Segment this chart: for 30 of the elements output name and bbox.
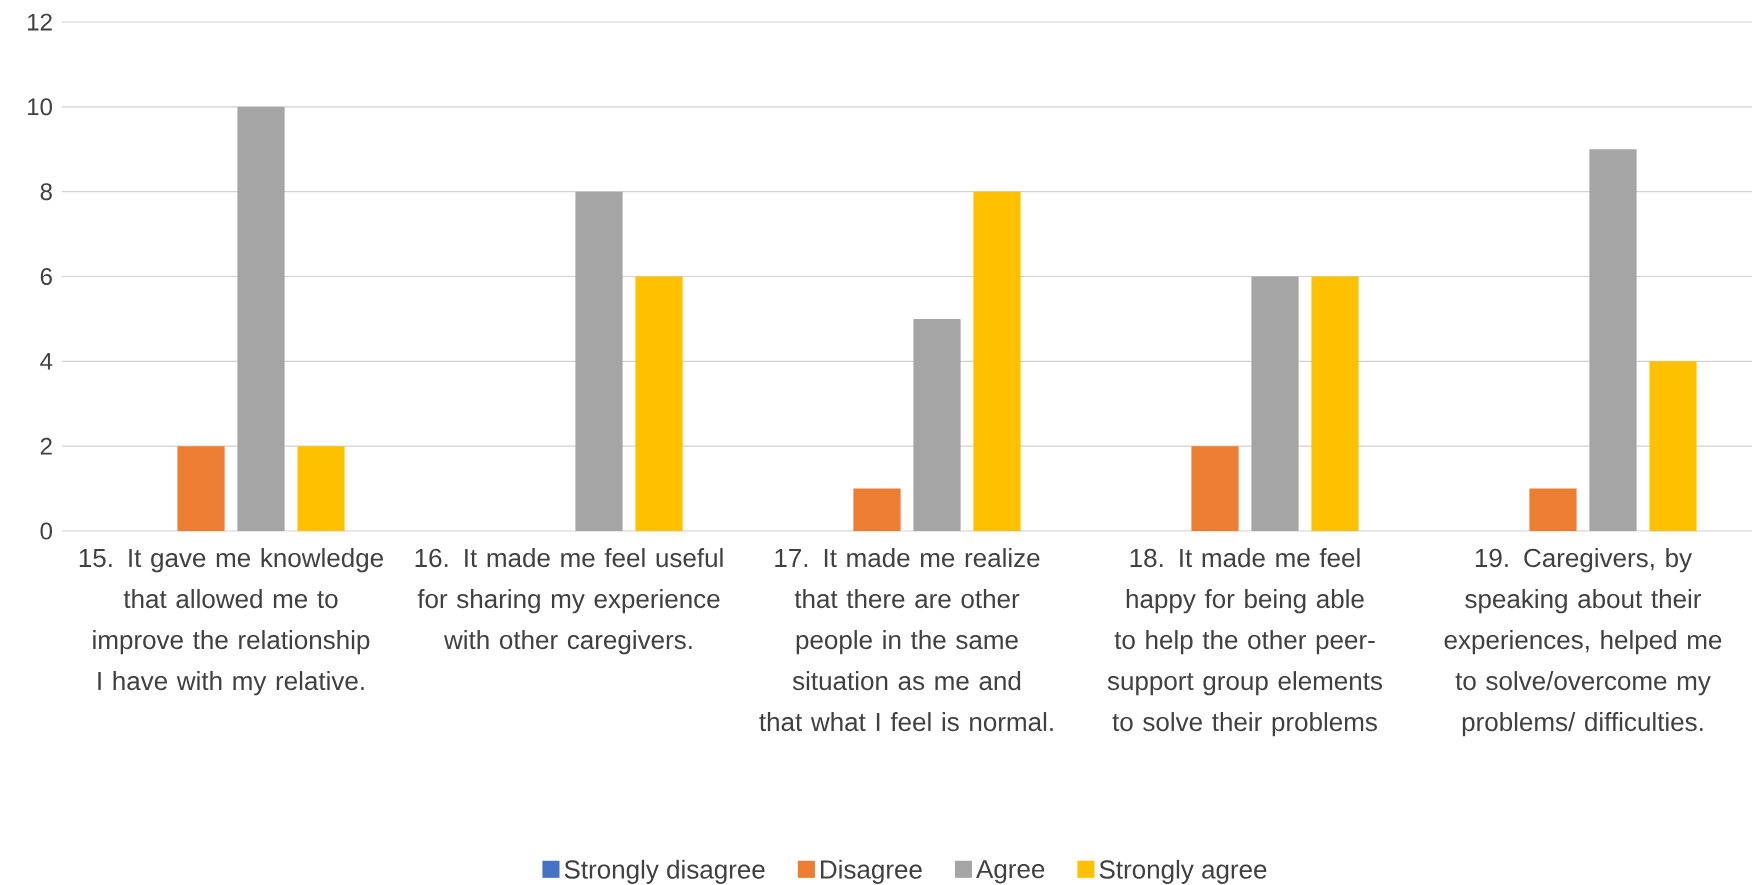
x-tick-label: 16. It made me feel useful for sharing my experience with other caregivers. [415,548,723,655]
y-tick-label: 8 [40,183,52,201]
bar [177,446,225,531]
y-tick-label: 6 [40,268,52,285]
y-tick-label: 0 [40,522,53,540]
x-tick-label: 17. It made me realize that there are other people in the same situation as me and that what I feel is normal. [759,548,1053,732]
y-tick-label: 2 [40,437,52,455]
x-tick-label: 19. Caregivers, by speaking about their experiences, helped me to solve/overcome my problems/ difficulties. [1444,548,1722,737]
bar [635,276,683,531]
y-tick-label: 12 [28,13,52,31]
bar [1529,488,1577,531]
x-tick-label: 15. It gave me knowledge that allowed me to improve the relationship I have with my relative. [79,548,383,696]
bar [1649,361,1697,531]
bar [237,106,285,531]
legend-label: Strongly disagree [564,859,765,884]
y-tick-label: 4 [40,353,53,370]
bar [1589,149,1637,531]
bar [575,191,623,531]
bar [1191,446,1239,531]
bar [973,191,1021,531]
bar [853,488,901,531]
legend-label: Agree [976,860,1045,884]
bar [1311,276,1359,531]
bar [913,318,961,531]
legend-label: Disagree [821,859,922,884]
bar [1251,276,1299,531]
y-tick-label: 10 [28,98,53,116]
bar [297,446,345,531]
legend-label: Strongly agree [1099,859,1267,884]
x-tick-label: 18. It made me feel happy for being able to help the other peer-support group elements to solve their problems [1107,548,1383,737]
